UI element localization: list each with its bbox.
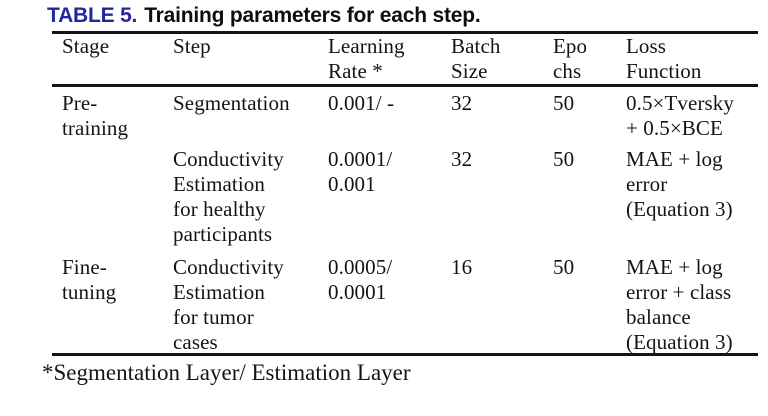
cell-epochs: 50 <box>553 147 575 171</box>
table-caption-title: Training parameters for each step. <box>144 4 481 27</box>
cell-learning-rate: 0.001/ - <box>328 91 395 115</box>
table-footnote: *Segmentation Layer/ Estimation Layer <box>42 360 411 385</box>
table-row: Fine- tuning Conductivity Estimation for… <box>52 255 758 354</box>
table-caption-label: TABLE 5. <box>47 4 138 27</box>
cell-step: Conductivity Estimation for healthy part… <box>173 147 284 246</box>
cell-learning-rate: 0.0005/ 0.0001 <box>328 255 393 304</box>
training-parameters-table: Stage Step Learning Rate * Batch Size Ep… <box>52 31 758 356</box>
table-row: Conductivity Estimation for healthy part… <box>52 147 758 255</box>
cell-batch-size: 32 <box>451 147 473 171</box>
table-header-row: Stage Step Learning Rate * Batch Size Ep… <box>52 34 758 84</box>
cell-batch-size: 16 <box>451 255 473 279</box>
column-header-epochs: Epo chs <box>553 34 588 83</box>
cell-stage: Pre- training <box>62 91 129 140</box>
cell-loss-function: MAE + log error (Equation 3) <box>626 147 733 221</box>
cell-epochs: 50 <box>553 255 575 279</box>
table-bottom-rule <box>52 353 758 356</box>
cell-loss-function: 0.5×Tversky + 0.5×BCE <box>626 91 735 140</box>
column-header-loss-function: Loss Function <box>626 34 702 83</box>
column-header-learning-rate: Learning Rate * <box>328 34 405 83</box>
cell-stage <box>52 147 173 255</box>
table-body: Pre- training Segmentation 0.001/ - 32 5… <box>52 87 758 354</box>
cell-step: Segmentation <box>173 91 290 115</box>
cell-stage: Fine- tuning <box>62 255 117 304</box>
cell-loss-function: MAE + log error + class balance (Equatio… <box>626 255 733 354</box>
table-row: Pre- training Segmentation 0.001/ - 32 5… <box>52 91 758 147</box>
column-header-stage: Stage <box>62 34 110 58</box>
table-header-rule <box>52 84 758 87</box>
column-header-step: Step <box>173 34 211 58</box>
cell-step: Conductivity Estimation for tumor cases <box>173 255 284 354</box>
table-caption: TABLE 5. Training parameters for each ste… <box>47 4 481 28</box>
cell-batch-size: 32 <box>451 91 473 115</box>
cell-epochs: 50 <box>553 91 575 115</box>
table-top-rule <box>52 31 758 34</box>
column-header-batch-size: Batch Size <box>451 34 501 83</box>
cell-learning-rate: 0.0001/ 0.001 <box>328 147 393 196</box>
